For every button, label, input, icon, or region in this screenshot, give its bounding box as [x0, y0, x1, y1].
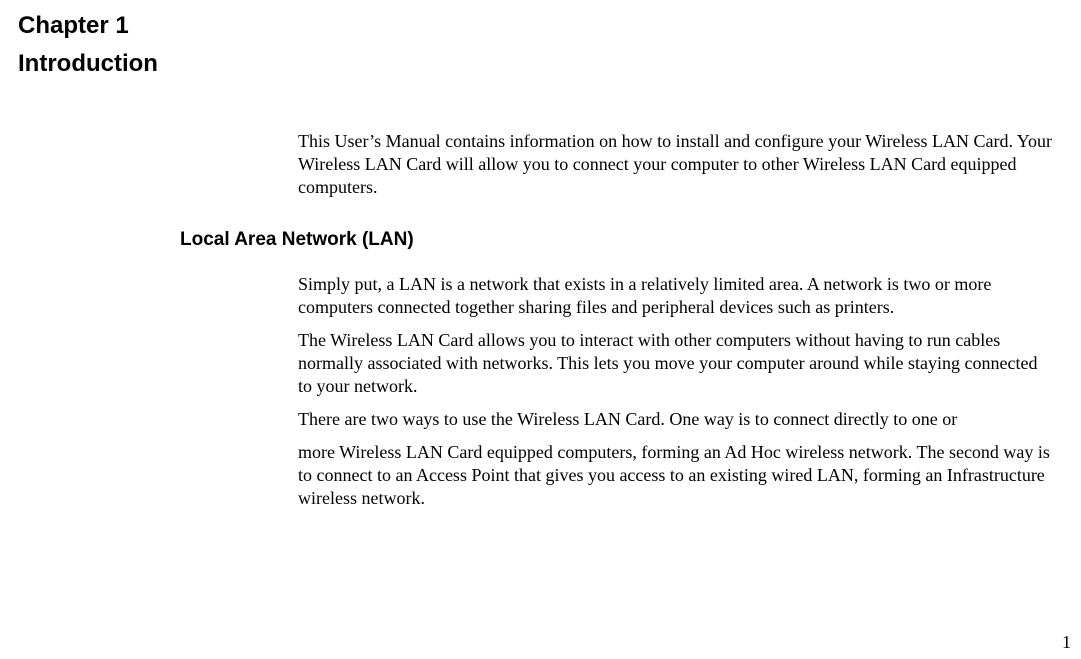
body-paragraph: more Wireless LAN Card equipped computer… — [298, 441, 1053, 510]
chapter-title: Introduction — [18, 52, 1063, 76]
body-paragraph: Simply put, a LAN is a network that exis… — [298, 273, 1053, 319]
chapter-label: Chapter 1 — [18, 14, 1063, 38]
section-heading: Local Area Network (LAN) — [180, 229, 1063, 251]
intro-paragraph: This User’s Manual contains information … — [298, 130, 1053, 199]
body-paragraph: There are two ways to use the Wireless L… — [298, 408, 1053, 431]
body-paragraph: The Wireless LAN Card allows you to inte… — [298, 329, 1053, 398]
page-number: 1 — [1062, 632, 1071, 653]
